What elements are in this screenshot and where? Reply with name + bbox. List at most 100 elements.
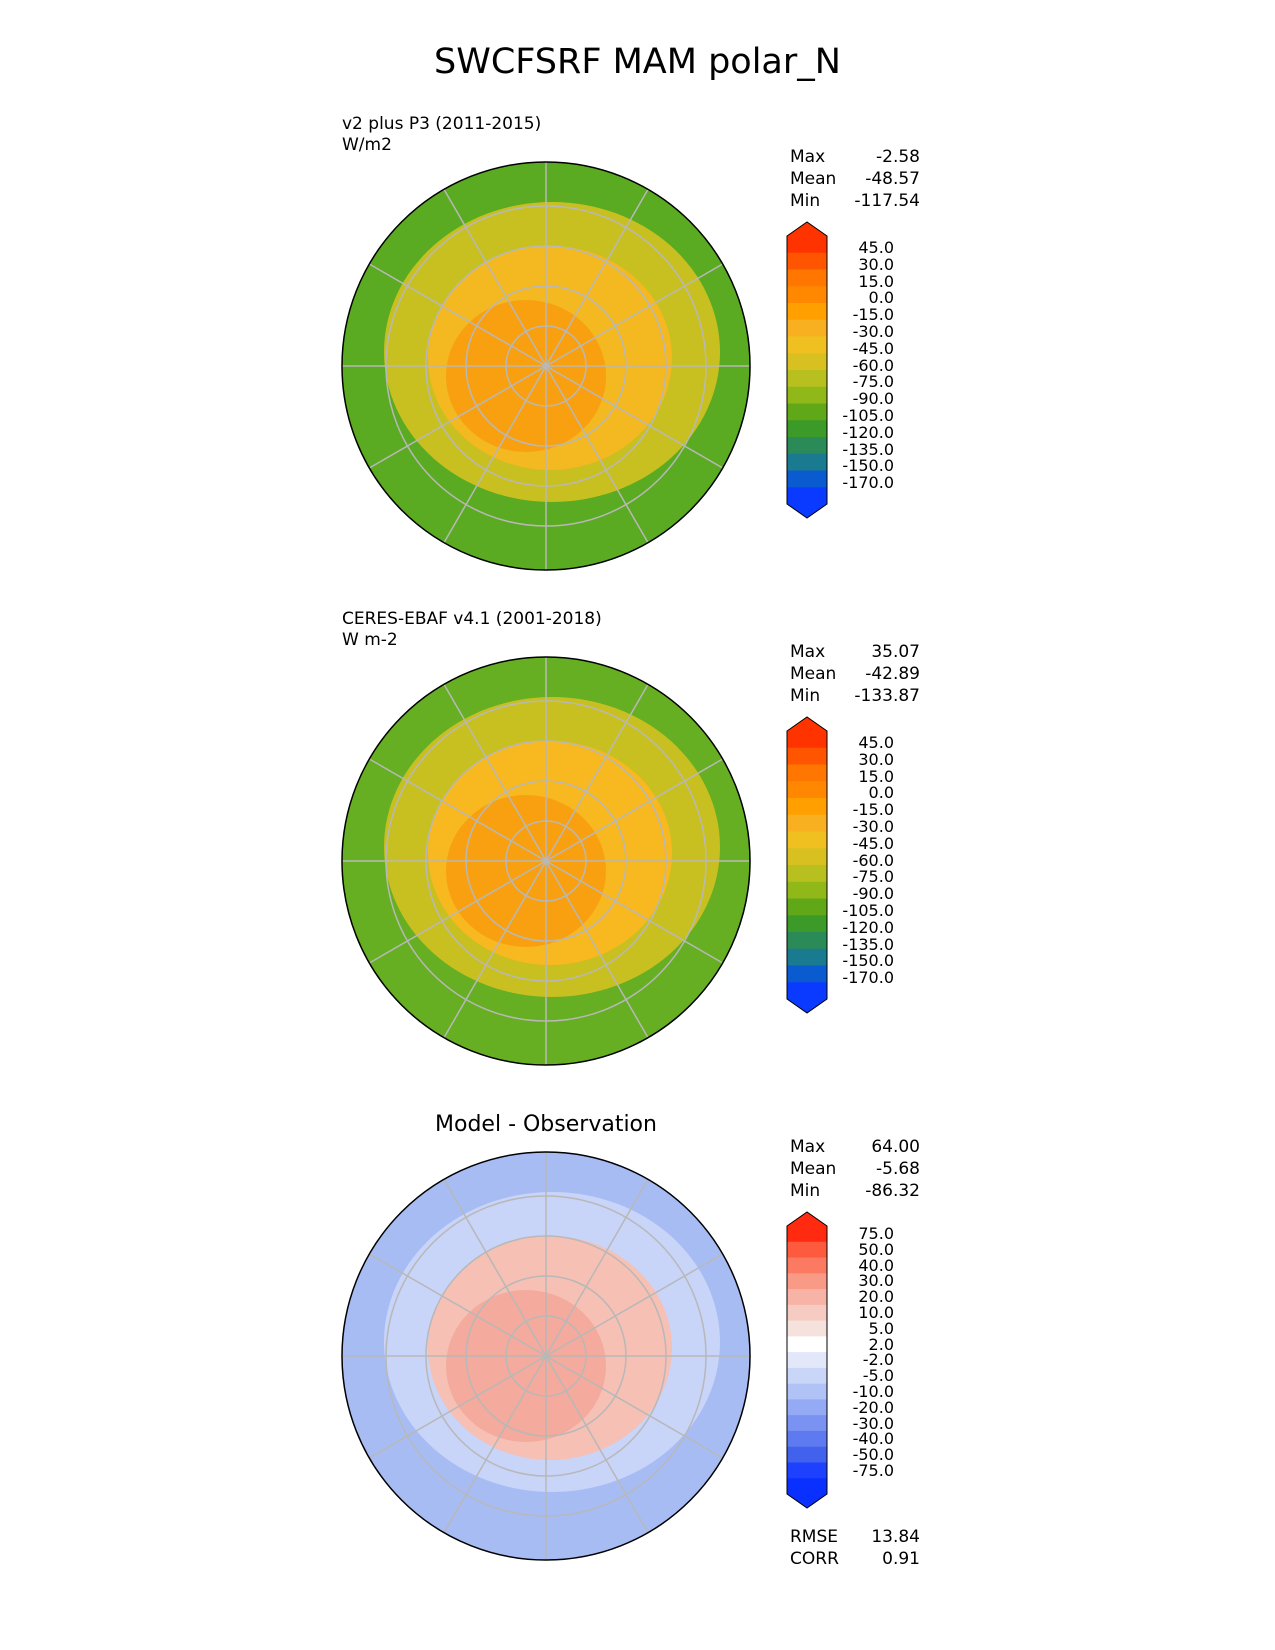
meridian-line-5	[443, 365, 547, 544]
colorbar-tick-label-3: 40.0	[858, 1255, 894, 1275]
colorbar-tick-label-13: -135.0	[842, 439, 894, 459]
colorbar-outline	[786, 716, 828, 1014]
colorbar-tick-label-3: 15.0	[858, 271, 894, 291]
colorbar-segment-2	[787, 252, 827, 270]
polar-map	[341, 161, 751, 571]
colorbar-segment-1	[787, 236, 827, 254]
colorbar-tick-label-10: -90.0	[852, 884, 894, 904]
meridian-line-12	[545, 758, 724, 862]
stat-mean-value: -48.57	[865, 169, 920, 189]
colorbar-outline	[786, 221, 828, 519]
colorbar-segment-16	[787, 982, 827, 1000]
colorbar-segment-4	[787, 1273, 827, 1290]
colorbar-tick-label-2: 30.0	[858, 254, 894, 274]
colorbar-tick-label-12: -20.0	[852, 1397, 894, 1417]
colorbar-segment-3	[787, 764, 827, 782]
figure-title: SWCFSRF MAM polar_N	[434, 42, 841, 82]
colorbar-tick-label-4: 0.0	[868, 783, 894, 803]
colorbar-segment-14	[787, 948, 827, 966]
colorbar-tick-label-16: -75.0	[852, 1460, 894, 1480]
panel-observation: CERES-EBAF v4.1 (2001-2018) W m-2 Max 35.…	[0, 603, 1275, 1083]
colorbar-ticks: 45.0 30.0 15.0 0.0 -15.0 -30.0 -45.0 -60.0 -75.0…	[836, 734, 894, 988]
meridian-line-12	[545, 1253, 724, 1357]
colorbar-tick-label-7: 5.0	[868, 1318, 894, 1338]
colorbar-extend-min	[787, 1494, 827, 1508]
corr-label: CORR	[790, 1549, 839, 1569]
stat-max-value: -2.58	[876, 147, 920, 167]
map-boundary	[341, 656, 751, 1066]
colorbar-segment-1	[787, 1226, 827, 1243]
colorbar-segment-2	[787, 1241, 827, 1259]
colorbar-segment-15	[787, 965, 827, 983]
colorbar-tick-label-4: 30.0	[858, 1271, 894, 1291]
colorbar-extend-max	[787, 717, 827, 731]
meridian-line-2	[545, 365, 724, 469]
colorbar-tick-label-4: 0.0	[868, 288, 894, 308]
field-pole	[446, 795, 606, 947]
meridian-line-3	[545, 1355, 649, 1534]
meridian-line-8	[368, 758, 547, 862]
colorbar-segment-9	[787, 1352, 827, 1369]
rmse-value: 13.84	[871, 1527, 920, 1547]
colorbar-ticks: 75.0 50.0 40.0 30.0 20.0 10.0 5.0 2.0 -2.0 -5.0 -1…	[836, 1226, 894, 1479]
stat-min-label: Min	[790, 1181, 821, 1201]
colorbar-tick-label-5: 20.0	[858, 1287, 894, 1307]
meridian-line-11	[545, 683, 649, 862]
colorbar	[786, 1211, 828, 1509]
colorbar-tick-label-5: -15.0	[852, 800, 894, 820]
stats-block: Max -2.58 Mean -48.57 Min -117.54	[790, 146, 920, 212]
colorbar-extend-min	[787, 504, 827, 518]
stat-mean-value: -42.89	[865, 664, 920, 684]
meridian-line-6	[368, 1355, 547, 1459]
stat-mean-label: Mean	[790, 664, 837, 684]
stat-min-label: Min	[790, 686, 821, 706]
stats-block: Max 35.07 Mean -42.89 Min -133.87	[790, 641, 920, 707]
colorbar-tick-label-9: -75.0	[852, 372, 894, 392]
panel-model: v2 plus P3 (2011-2015) W/m2 Max -2.58 Mea…	[0, 108, 1275, 588]
corr-value: 0.91	[882, 1549, 920, 1569]
polar-map	[341, 1151, 751, 1561]
colorbar-segment-16	[787, 1462, 827, 1479]
meridian-line-3	[545, 365, 649, 544]
colorbar-segment-10	[787, 1367, 827, 1385]
colorbar-segment-12	[787, 1399, 827, 1416]
panel-title-units: W/m2	[342, 135, 392, 155]
meridian-line-9	[443, 683, 547, 862]
colorbar-tick-label-11: -105.0	[842, 900, 894, 920]
map-field	[342, 162, 750, 570]
colorbar-segment-4	[787, 781, 827, 799]
colorbar-tick-label-13: -135.0	[842, 934, 894, 954]
meridian-line-2	[545, 1355, 724, 1459]
metrics-block: RMSE 13.84 CORR 0.91	[790, 1526, 920, 1570]
stat-mean-value: -5.68	[876, 1159, 920, 1179]
colorbar-segment-6	[787, 319, 827, 337]
colorbar-tick-label-7: -45.0	[852, 833, 894, 853]
panel-title-name: CERES-EBAF v4.1 (2001-2018)	[342, 609, 602, 629]
colorbar-segment-10	[787, 881, 827, 899]
colorbar-tick-label-11: -10.0	[852, 1381, 894, 1401]
field-pole	[446, 300, 606, 452]
colorbar-segment-9	[787, 370, 827, 388]
colorbar-tick-label-6: -30.0	[852, 321, 894, 341]
colorbar-segment-13	[787, 932, 827, 950]
meridian-line-6	[368, 365, 547, 469]
rmse-label: RMSE	[790, 1527, 839, 1547]
colorbar-segment-3	[787, 1257, 827, 1274]
stats-block: Max 64.00 Mean -5.68 Min -86.32	[790, 1136, 920, 1202]
panel-difference: Model - Observation Max 64.00 Mean -5.68 M…	[0, 1098, 1275, 1578]
stat-max-label: Max	[790, 642, 826, 662]
field-pole	[446, 1290, 606, 1442]
panel-title-units: W m-2	[342, 630, 398, 650]
stat-min-label: Min	[790, 191, 821, 211]
map-boundary	[341, 161, 751, 571]
colorbar-segment-12	[787, 915, 827, 933]
colorbar-segment-11	[787, 1383, 827, 1400]
colorbar-segment-1	[787, 731, 827, 749]
stat-min-value: -133.87	[854, 686, 920, 706]
colorbar-segment-13	[787, 437, 827, 455]
colorbar-segment-9	[787, 865, 827, 883]
colorbar-tick-label-14: -150.0	[842, 456, 894, 476]
colorbar-segment-17	[787, 1478, 827, 1495]
colorbar-tick-label-15: -170.0	[842, 968, 894, 988]
meridian-line-9	[443, 1178, 547, 1357]
